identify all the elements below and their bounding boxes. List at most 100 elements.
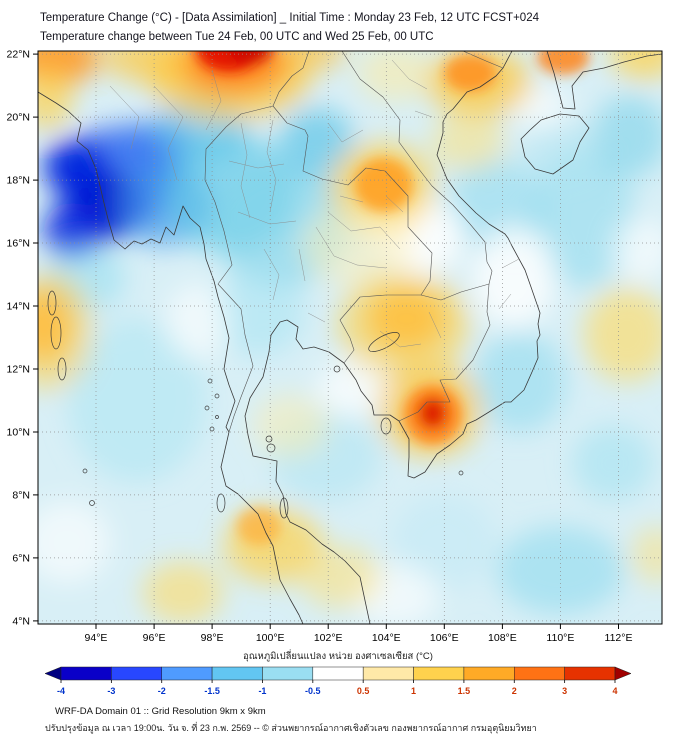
field-blob [418,397,448,429]
province-boundaries-laos-vietnam [327,59,520,310]
axis-ticks-layer: 94°E 96°E 98°E 100°E 102°E 104°E 106°E 108°E 110… [7,49,633,643]
field-blob [572,425,654,502]
coastline-hainan [520,113,590,175]
coastline-myanmar-west [38,91,304,624]
border-cambodia-vietnam [398,283,491,422]
coastline-china-leizhou [546,51,662,110]
lon-tick-label: 106°E [430,632,459,643]
title-block: Temperature Change (°C) - [Data Assimila… [0,0,676,47]
grid-layer [38,51,662,624]
island-phangan [265,435,273,443]
field-blob [252,394,329,458]
lon-tick-label: 112°E [605,632,633,643]
colorbar-arrow-left [44,666,62,681]
island-andaman-2 [50,316,62,350]
map-canvas: 94°E 96°E 98°E 100°E 102°E 104°E 106°E 108°E 110… [7,49,663,643]
temperature-field-layer [38,51,662,624]
colorbar-tick-label: 1 [411,686,416,696]
footer-credit: ปรับปรุงข้อมูล ณ เวลา 19:00น. วัน จ. ที่… [45,723,537,733]
field-blob [67,318,207,483]
colorbar-tick-label: -1 [258,686,266,696]
colorbar-segment [60,666,112,681]
island-mergui-4 [215,415,219,419]
colorbar-tick-label: -0.5 [305,686,321,696]
colorbar-tick-label: -3 [107,686,115,696]
field-blob [609,51,662,80]
lake-songkhla [279,497,289,519]
colorbar-segment [111,666,162,681]
lat-tick-label: 16°N [7,238,30,250]
colorbar-title: อุณหภูมิเปลี่ยนแปลง หน่วย องศาเซลเซียส (… [243,651,433,662]
colorbar-tick-label: 4 [612,686,617,696]
lon-tick-label: 102°E [314,632,343,643]
title-line-1: Temperature Change (°C) - [Data Assimila… [40,12,539,24]
lake-tonlesap [368,332,400,352]
border-myanmar-laos [272,51,310,107]
field-blob [38,66,73,130]
colorbar-tick-label: -1.5 [204,686,220,696]
colorbar-segment [161,666,213,681]
colorbar-tick-label: 0.5 [357,686,370,696]
field-blob [473,331,567,432]
colorbar-arrow-right [614,666,632,681]
lat-tick-label: 8°N [12,489,30,501]
lon-tick-label: 104°E [372,632,401,643]
field-blob [43,139,108,196]
province-boundaries-cambodia [379,311,442,348]
field-blob [522,117,599,181]
island-samui [266,443,276,453]
colorbar-segment [564,666,616,681]
lon-tick-label: 94°E [85,632,108,643]
lon-tick-label: 98°E [201,632,224,643]
field-blob [592,95,662,177]
field-blob [531,148,636,288]
border-thailand-laos [272,105,433,296]
field-blob [38,271,94,391]
field-blob [537,51,590,75]
field-blob [236,507,281,546]
field-blob [299,545,381,609]
island-andaman-1 [47,290,57,316]
lat-tick-label: 4°N [12,615,30,627]
field-blob [336,271,471,379]
island-mergui-2 [214,393,220,399]
field-blob [212,268,305,357]
field-blob [473,227,555,329]
colorbar-tick-label: 1.5 [458,686,471,696]
field-blob [429,114,506,171]
colorbar-segment [463,666,515,681]
island-mergui-3 [204,405,210,411]
colorbar-tick-label: -4 [57,686,65,696]
field-blob [583,287,662,382]
colorbar-tick-label: -2 [158,686,166,696]
field-blob [357,51,433,102]
colorbar-segment [362,666,414,681]
island-phuquoc [380,417,392,435]
island-mergui-1 [207,378,213,384]
coastline-gulf-vietnam [244,51,541,624]
title-line-2: Temperature change between Tue 24 Feb, 0… [40,31,434,43]
border-laos-vietnam [341,51,493,285]
colorbar-segment [211,666,263,681]
lat-tick-label: 10°N [7,427,30,439]
field-blob [630,526,662,583]
field-blob [496,526,625,615]
footer-domain-info: WRF-DA Domain 01 :: Grid Resolution 9km … [55,706,266,717]
field-blob [165,284,230,360]
footer-block: WRF-DA Domain 01 :: Grid Resolution 9km … [0,706,676,735]
colorbar-segment [514,666,565,681]
field-blob [142,561,224,624]
island-phuket [216,493,226,513]
field-blob [316,359,393,417]
colorbar-tick-label: 3 [562,686,567,696]
lon-tick-label: 110°E [546,632,574,643]
island-nicobar-2 [89,500,95,506]
field-blob [38,501,111,583]
border-laos-cambodia [420,283,490,301]
field-blob [444,54,497,92]
field-blob [278,107,355,177]
field-blob [354,158,413,212]
colorbar: -4 -3 -2 -1.5 -1 -0.5 0.5 1 1.5 2 3 4 [44,666,632,696]
colorbar-segment [262,666,314,681]
